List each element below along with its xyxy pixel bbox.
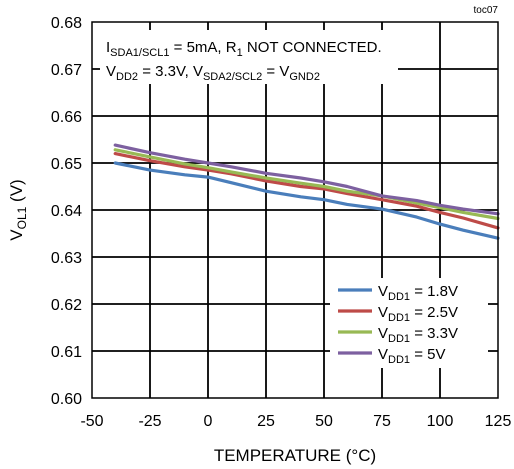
- y-tick-labels: 0.60 0.61 0.62 0.63 0.64 0.65 0.66 0.67 0.68: [51, 15, 82, 408]
- y-axis-label-sub: OL1: [15, 206, 29, 229]
- rich-text-part: = 5V: [410, 346, 445, 363]
- rich-text-part: = 1.8V: [410, 283, 458, 300]
- series-lines: [113, 143, 500, 240]
- legend-label: VDD1 = 3.3V: [378, 325, 458, 345]
- x-tick-label: 125: [485, 413, 512, 430]
- legend-label: VDD1 = 5V: [378, 346, 445, 366]
- annotation-line: VDD2 = 3.3V, VSDA2/SCL2 = VGND2: [106, 63, 320, 83]
- rich-text-part: = 5mA, R: [169, 39, 236, 56]
- rich-text-part: SDA2/SCL2: [203, 71, 262, 83]
- x-tick-label: 100: [427, 413, 454, 430]
- rich-text-part: V: [378, 283, 388, 300]
- rich-text-part: DD1: [388, 333, 410, 345]
- rich-text-part: = 3.3V, V: [138, 63, 203, 80]
- x-tick-label: -50: [80, 413, 103, 430]
- y-axis-label-unit: (V): [7, 179, 26, 206]
- y-tick-label: 0.60: [51, 391, 82, 408]
- series-line-2: [113, 152, 500, 230]
- series-line-3: [113, 148, 500, 221]
- x-tick-label: 50: [315, 413, 333, 430]
- rich-text-part: V: [106, 63, 116, 80]
- rich-text-part: 1: [237, 47, 243, 59]
- x-tick-label: 75: [373, 413, 391, 430]
- conditions-annotation: ISDA1/SCL1 = 5mA, R1 NOT CONNECTED. VDD2 …: [106, 39, 382, 83]
- series-line-1: [113, 161, 500, 240]
- x-tick-label: 0: [204, 413, 213, 430]
- annotation-box: [100, 30, 398, 84]
- rich-text-part: = V: [262, 63, 289, 80]
- x-tick-label: -25: [138, 413, 161, 430]
- rich-text-part: GND2: [289, 71, 320, 83]
- rich-text-part: DD2: [116, 71, 138, 83]
- rich-text-part: NOT CONNECTED.: [243, 39, 382, 56]
- rich-text-part: DD1: [388, 291, 410, 303]
- rich-text-part: I: [106, 39, 110, 56]
- annotation-line: ISDA1/SCL1 = 5mA, R1 NOT CONNECTED.: [106, 39, 382, 59]
- rich-text-part: DD1: [388, 354, 410, 366]
- y-tick-label: 0.63: [51, 250, 82, 267]
- figure-tag: toc07: [474, 5, 499, 16]
- x-axis-label: TEMPERATURE (°C): [214, 446, 376, 465]
- y-tick-label: 0.68: [51, 15, 82, 32]
- y-tick-label: 0.62: [51, 297, 82, 314]
- rich-text-part: DD1: [388, 312, 410, 324]
- x-tick-label: 25: [257, 413, 275, 430]
- rich-text-part: SDA1/SCL1: [110, 47, 169, 59]
- y-axis-label: VOL1 (V): [7, 179, 29, 240]
- y-tick-label: 0.67: [51, 62, 82, 79]
- y-tick-label: 0.66: [51, 109, 82, 126]
- series-line-4: [113, 143, 500, 216]
- rich-text-part: V: [378, 325, 388, 342]
- rich-text-part: V: [378, 304, 388, 321]
- annotation-background: [100, 30, 398, 84]
- rich-text-part: = 2.5V: [410, 304, 458, 321]
- rich-text-part: V: [378, 346, 388, 363]
- y-tick-label: 0.64: [51, 203, 82, 220]
- plot-frame: [91, 21, 499, 399]
- y-axis-label-main: V: [7, 229, 26, 241]
- legend-label: VDD1 = 2.5V: [378, 304, 458, 324]
- rich-text-part: = 3.3V: [410, 325, 458, 342]
- x-tick-labels: -50 -25 0 25 50 75 100 125: [80, 413, 511, 430]
- y-tick-label: 0.65: [51, 156, 82, 173]
- legend-label: VDD1 = 1.8V: [378, 283, 458, 303]
- y-tick-label: 0.61: [51, 344, 82, 361]
